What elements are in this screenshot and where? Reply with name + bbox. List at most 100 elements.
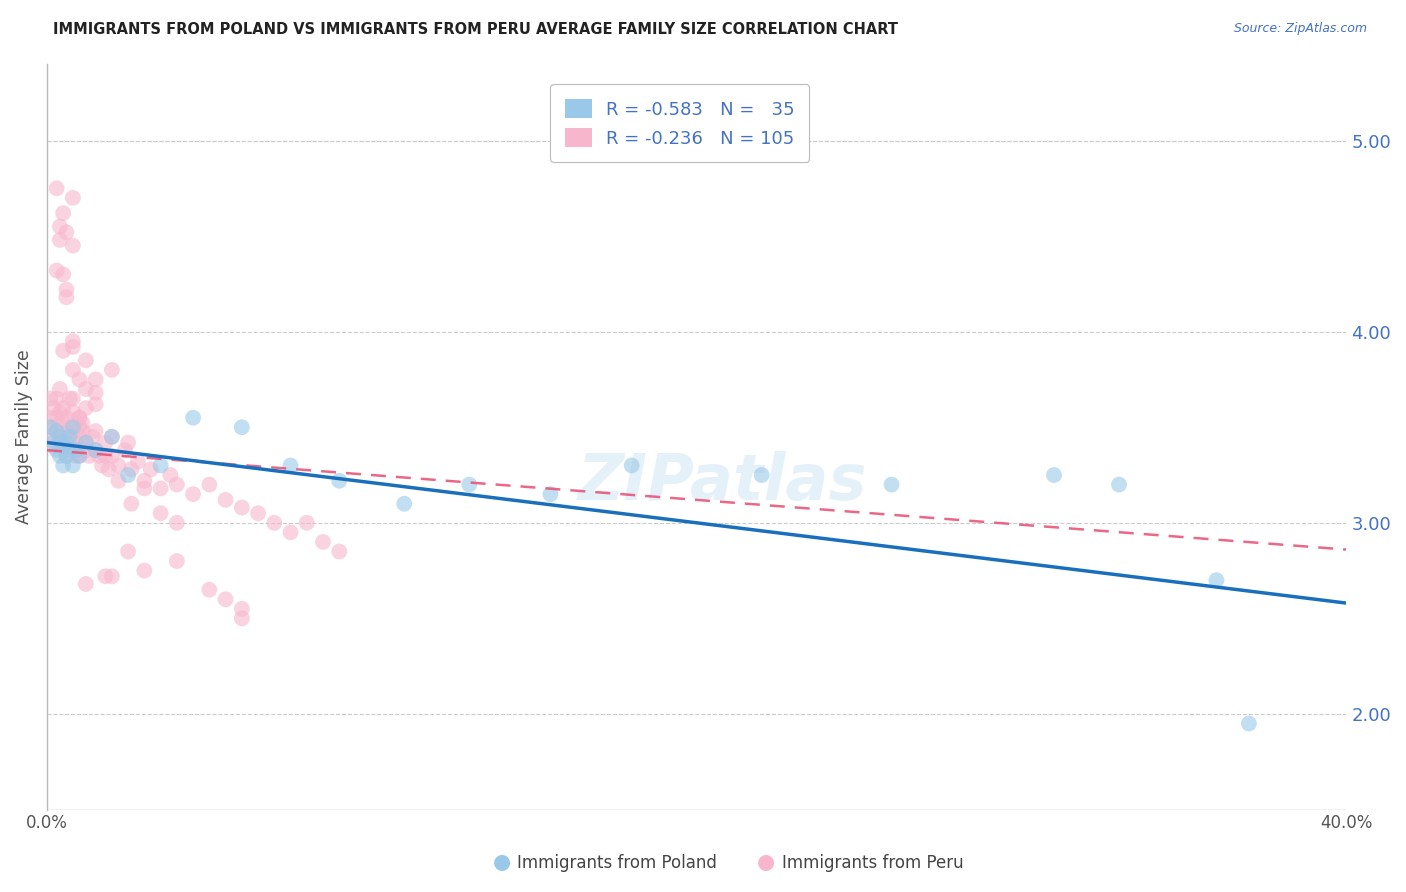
Point (42, 435, 65, 450)
Point (149, 506, 172, 520)
Point (49, 449, 72, 463)
Point (62, 443, 84, 458)
Point (49, 435, 72, 450)
Point (52, 439, 75, 453)
Point (91, 458, 114, 473)
Point (120, 462, 142, 476)
Point (75, 435, 97, 450)
Point (39, 430, 62, 444)
Text: ●: ● (494, 853, 510, 872)
Point (328, 544, 350, 558)
Point (49, 430, 72, 444)
Point (880, 477, 903, 491)
Text: ●: ● (758, 853, 775, 872)
Point (231, 611, 253, 625)
Point (65, 443, 87, 458)
Point (75, 435, 97, 450)
Point (45, 424, 67, 438)
Point (42, 401, 65, 416)
Point (45, 392, 67, 406)
Point (55, 449, 77, 463)
Point (59, 439, 82, 453)
Point (107, 474, 129, 488)
Point (101, 363, 124, 377)
Point (328, 474, 350, 488)
Point (55, 449, 77, 463)
Point (67, 410, 90, 425)
Point (1043, 468, 1066, 483)
Point (1237, 716, 1260, 731)
Point (52, 206, 75, 220)
Point (62, 340, 84, 354)
Point (117, 435, 139, 450)
Point (67, 420, 90, 434)
Point (55, 283, 77, 297)
Point (55, 435, 77, 450)
Point (62, 191, 84, 205)
Point (101, 569, 124, 583)
Point (166, 477, 188, 491)
Point (394, 497, 416, 511)
Text: Source: ZipAtlas.com: Source: ZipAtlas.com (1233, 22, 1367, 36)
Point (101, 430, 124, 444)
Point (72, 424, 94, 438)
Point (39, 392, 62, 406)
Point (127, 455, 149, 469)
Point (139, 462, 162, 476)
Point (101, 430, 124, 444)
Point (67, 410, 90, 425)
Point (280, 458, 302, 473)
Point (59, 392, 82, 406)
Point (75, 353, 97, 368)
Point (49, 405, 72, 419)
Point (49, 219, 72, 234)
Point (59, 443, 82, 458)
Point (94, 449, 117, 463)
Point (295, 516, 318, 530)
Point (39, 410, 62, 425)
Point (62, 334, 84, 349)
Point (75, 382, 97, 396)
Point (458, 477, 481, 491)
Point (49, 382, 72, 396)
Point (62, 392, 84, 406)
Point (134, 474, 156, 488)
Point (42, 420, 65, 434)
Point (65, 435, 87, 450)
Point (159, 468, 181, 483)
Point (55, 410, 77, 425)
Text: Immigrants from Peru: Immigrants from Peru (782, 855, 963, 872)
Point (55, 424, 77, 438)
Point (59, 420, 82, 434)
Point (84, 443, 107, 458)
Point (149, 482, 172, 496)
Point (45, 410, 67, 425)
Point (620, 458, 643, 473)
Point (214, 492, 236, 507)
Y-axis label: Average Family Size: Average Family Size (15, 350, 32, 524)
Point (52, 458, 75, 473)
Point (166, 554, 188, 568)
Point (62, 363, 84, 377)
Text: Immigrants from Poland: Immigrants from Poland (517, 855, 717, 872)
Point (94, 569, 117, 583)
Point (59, 430, 82, 444)
Point (198, 582, 221, 597)
Point (117, 544, 139, 558)
Point (149, 458, 172, 473)
Point (134, 564, 156, 578)
Point (59, 430, 82, 444)
Point (214, 592, 236, 607)
Point (84, 385, 107, 400)
Point (82, 430, 104, 444)
Point (1108, 477, 1130, 491)
Point (75, 577, 97, 591)
Point (45, 424, 67, 438)
Point (67, 449, 90, 463)
Point (263, 516, 285, 530)
Point (42, 439, 65, 453)
Point (62, 238, 84, 252)
Point (120, 497, 142, 511)
Point (247, 506, 270, 520)
Point (114, 443, 136, 458)
